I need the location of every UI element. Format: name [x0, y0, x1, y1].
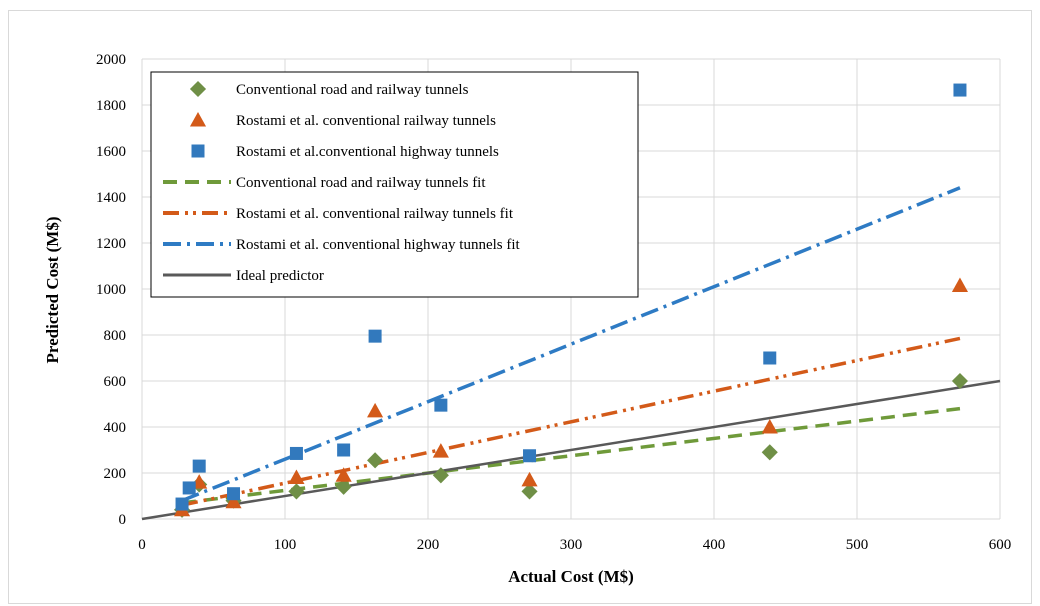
- x-tick-label: 200: [417, 537, 440, 553]
- fit-line-5: [181, 186, 961, 503]
- y-tick-label: 1400: [96, 190, 126, 206]
- legend-marker-1: [189, 111, 207, 127]
- y-tick-label: 0: [119, 512, 127, 528]
- fit-line-4: [181, 336, 961, 507]
- data-point-s1-p6: [432, 443, 449, 458]
- y-tick-label: 400: [104, 420, 127, 436]
- y-tick-label: 1200: [96, 236, 126, 252]
- legend: Conventional road and railway tunnels Ros…: [150, 71, 639, 298]
- data-point-s1-p2: [225, 493, 242, 509]
- tick-labels: 0 200 400 600 800 1000 1200 1400 1600 1800 2000 0 10…: [96, 52, 1011, 553]
- data-point-s2-p6: [368, 329, 382, 343]
- data-point-s0-p4: [335, 478, 352, 495]
- y-tick-label: 1000: [96, 282, 126, 298]
- data-point-s2-p8: [523, 449, 537, 463]
- y-tick-label: 600: [104, 374, 127, 390]
- data-point-s0-p3: [288, 483, 305, 500]
- y-tick-label: 200: [104, 466, 127, 482]
- legend-label-1: Rostami et al. conventional railway tunn…: [236, 113, 496, 129]
- x-tick-label: 0: [138, 537, 146, 553]
- data-point-s2-p7: [434, 398, 448, 412]
- legend-label-4: Rostami et al. conventional railway tunn…: [236, 206, 514, 222]
- fit-line-6: [141, 379, 1001, 521]
- legend-label-6: Ideal predictor: [236, 268, 324, 284]
- legend-marker-2: [191, 144, 205, 158]
- x-tick-label: 300: [560, 537, 583, 553]
- data-point-s2-p2: [192, 459, 206, 473]
- legend-label-2: Rostami et al.conventional highway tunne…: [236, 144, 499, 160]
- data-point-s1-p9: [951, 277, 969, 292]
- data-point-s1-p5: [367, 402, 384, 418]
- y-tick-label: 800: [104, 328, 127, 344]
- data-point-s0-p5: [367, 452, 384, 469]
- data-point-s1-p3: [288, 469, 305, 485]
- legend-box: [150, 71, 639, 298]
- plot-area: [141, 83, 1001, 521]
- data-point-s2-p10: [953, 83, 967, 97]
- x-tick-label: 500: [846, 537, 869, 553]
- y-tick-label: 2000: [96, 52, 126, 68]
- data-point-s0-p6: [432, 467, 449, 484]
- data-point-s2-p4: [289, 446, 303, 460]
- data-point-s1-p7: [521, 471, 538, 487]
- data-point-s0-p8: [761, 444, 778, 461]
- x-tick-label: 400: [703, 537, 726, 553]
- legend-label-5: Rostami et al. conventional highway tunn…: [236, 237, 521, 253]
- y-axis-title: Predicted Cost (M$): [43, 217, 62, 364]
- data-point-s2-p9: [763, 351, 777, 365]
- data-point-s2-p5: [337, 443, 351, 457]
- data-point-s2-p1: [182, 481, 196, 495]
- legend-marker-0: [189, 80, 207, 98]
- x-tick-label: 100: [274, 537, 297, 553]
- y-tick-label: 1800: [96, 98, 126, 114]
- data-point-s0-p9: [951, 372, 969, 390]
- y-tick-label: 1600: [96, 144, 126, 160]
- x-tick-label: 600: [989, 537, 1012, 553]
- x-axis-title: Actual Cost (M$): [508, 567, 634, 586]
- data-point-s2-p0: [175, 497, 189, 511]
- legend-label-3: Conventional road and railway tunnels fi…: [236, 175, 486, 191]
- data-point-s0-p7: [521, 483, 538, 500]
- data-point-s1-p4: [335, 467, 352, 482]
- data-point-s2-p3: [227, 487, 241, 501]
- legend-label-0: Conventional road and railway tunnels: [236, 82, 469, 98]
- data-point-s1-p8: [761, 418, 778, 434]
